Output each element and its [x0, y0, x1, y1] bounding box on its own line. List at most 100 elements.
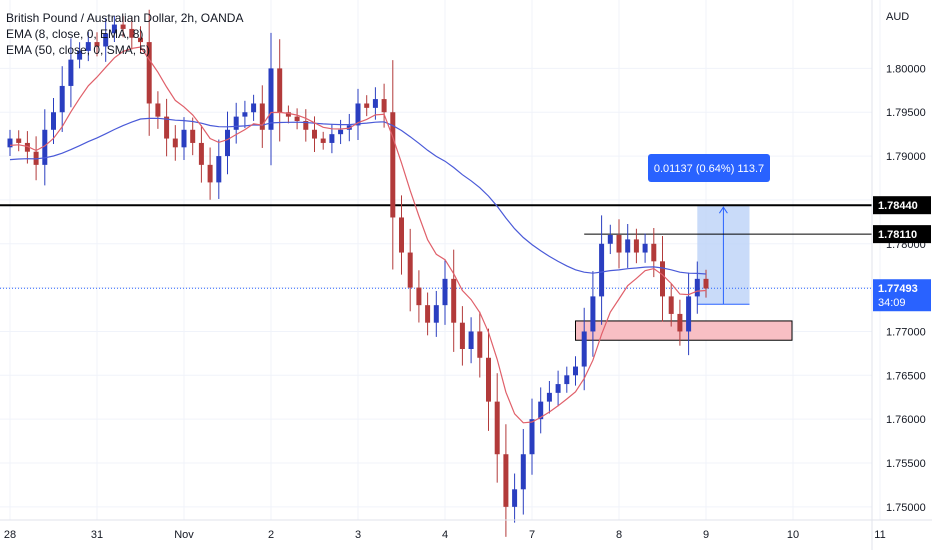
- candle-bearish: [207, 164, 213, 183]
- chart-grid: [0, 0, 881, 520]
- time-tick-label: Nov: [174, 529, 194, 541]
- candle-bullish: [607, 235, 613, 244]
- time-tick-label: 28: [4, 529, 16, 541]
- candle-bullish: [225, 129, 230, 157]
- candle-bullish: [103, 33, 109, 47]
- candle-bearish: [285, 112, 291, 117]
- candle-bullish: [42, 129, 48, 165]
- time-tick-label: 4: [442, 529, 448, 541]
- candle-bearish: [94, 42, 100, 47]
- candle-bullish: [59, 85, 65, 113]
- candle-bearish: [164, 116, 170, 139]
- candle-bearish: [303, 121, 309, 130]
- price-tick-label: 1.80000: [886, 63, 926, 75]
- time-tick-label: 10: [787, 529, 799, 541]
- candle-bullish: [468, 331, 474, 350]
- candle-bullish: [529, 419, 535, 455]
- chart-legend: British Pound / Australian Dollar, 2h, O…: [6, 10, 243, 58]
- candle-bullish: [555, 384, 561, 393]
- candle-bullish: [242, 112, 248, 117]
- price-tick-label: 1.77000: [886, 326, 926, 338]
- candle-bullish: [268, 68, 274, 130]
- level-resistance-tag: 1.78110: [878, 229, 917, 241]
- time-tick-label: 2: [268, 529, 274, 541]
- candle-bearish: [146, 42, 152, 104]
- candle-bullish: [85, 42, 91, 51]
- candle-bearish: [364, 103, 370, 108]
- horizontal-levels[interactable]: [0, 204, 872, 289]
- price-tick-label: 1.75000: [886, 502, 926, 514]
- candle-bearish: [155, 103, 161, 117]
- countdown-label: 34:09: [878, 297, 906, 309]
- candlesticks: [7, 9, 709, 537]
- candle-bullish: [355, 103, 361, 126]
- candle-bearish: [660, 261, 665, 297]
- measure-tool[interactable]: 0.01137 (0.64%) 113.7: [648, 154, 770, 305]
- candle-bearish: [633, 239, 639, 253]
- candle-bearish: [129, 28, 135, 38]
- price-tick-label: 1.76500: [886, 370, 926, 382]
- price-tags: 1.78440 1.78110 1.77493 34:09: [873, 196, 931, 312]
- currency-label: AUD: [886, 11, 909, 23]
- candle-bullish: [51, 112, 56, 130]
- candle-bearish: [651, 243, 657, 262]
- candle-bullish: [512, 489, 518, 507]
- candle-bearish: [24, 142, 30, 152]
- last-price-tag-bg: [873, 279, 931, 312]
- candle-bullish: [686, 296, 692, 332]
- candle-bullish: [7, 138, 13, 148]
- time-axis[interactable]: 28 31 Nov 2 3 4 7 8 9 10 11: [0, 519, 932, 541]
- candle-bullish: [433, 305, 439, 323]
- ema-fast-legend[interactable]: EMA (8, close, 0, EMA, 8): [6, 27, 144, 41]
- candle-bullish: [564, 375, 570, 385]
- moving-averages: [9, 46, 707, 424]
- ema-fast-line: [9, 46, 707, 424]
- candle-bearish: [16, 138, 22, 143]
- candle-bearish: [486, 357, 491, 402]
- candle-bearish: [616, 235, 622, 253]
- candle-bullish: [573, 366, 578, 376]
- time-tick-label: 31: [91, 529, 103, 541]
- candle-bearish: [477, 331, 483, 358]
- candle-bearish: [677, 313, 683, 332]
- candle-bearish: [399, 217, 404, 253]
- candle-bearish: [451, 278, 457, 323]
- candle-bullish: [338, 129, 344, 135]
- level-high-tag: 1.78440: [878, 200, 918, 212]
- price-tick-label: 1.76000: [886, 414, 926, 426]
- candle-bearish: [703, 278, 709, 289]
- candle-bullish: [372, 99, 378, 108]
- candle-bullish: [329, 134, 335, 143]
- candle-bullish: [216, 156, 222, 183]
- candle-bullish: [77, 50, 83, 60]
- time-tick-label: 11: [874, 529, 885, 541]
- measure-label: 0.01137 (0.64%) 113.7: [654, 163, 764, 175]
- candle-bearish: [190, 129, 196, 143]
- ema-slow-line: [9, 117, 707, 275]
- demand-zone-rect: [575, 320, 793, 341]
- time-tick-label: 7: [529, 529, 535, 541]
- candle-bearish: [503, 454, 509, 507]
- ema-slow-legend[interactable]: EMA (50, close, 0, SMA, 5): [6, 43, 151, 57]
- candle-bullish: [68, 59, 74, 86]
- level-high-tag-bg: [873, 196, 931, 215]
- level-resistance-tag-bg: [873, 225, 931, 244]
- candle-bullish: [181, 129, 187, 148]
- candle-bearish: [172, 138, 178, 148]
- candle-bullish: [546, 392, 552, 402]
- last-price-tag: 1.77493: [878, 283, 918, 295]
- candle-bearish: [459, 322, 465, 350]
- candle-bearish: [381, 99, 387, 113]
- candle-bullish: [233, 116, 239, 130]
- chart-title[interactable]: British Pound / Australian Dollar, 2h, O…: [6, 11, 244, 25]
- candle-bearish: [668, 296, 674, 314]
- candle-bearish: [277, 68, 283, 113]
- candle-bullish: [538, 401, 544, 420]
- price-tick-label: 1.79500: [886, 107, 926, 119]
- candle-bearish: [407, 252, 413, 288]
- candle-bullish: [694, 278, 700, 297]
- candle-bearish: [294, 116, 300, 122]
- candle-bullish: [590, 296, 596, 332]
- price-tick-label: 1.75500: [886, 458, 926, 470]
